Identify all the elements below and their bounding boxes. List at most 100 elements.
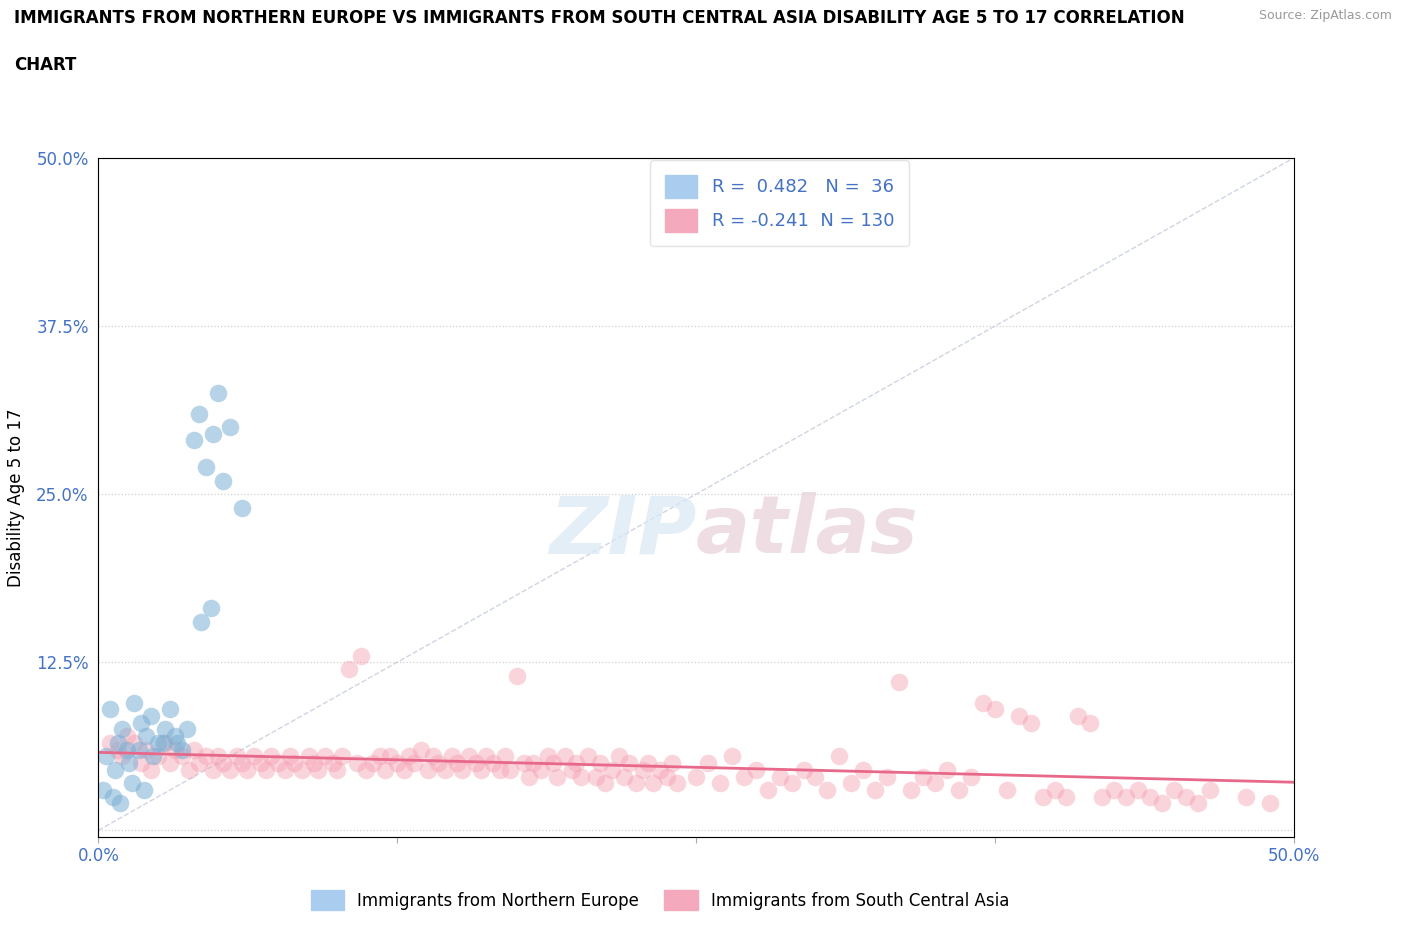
Point xyxy=(960,769,983,784)
Point xyxy=(626,776,648,790)
Point xyxy=(541,755,564,770)
Point xyxy=(876,769,898,784)
Point xyxy=(115,742,138,757)
Point xyxy=(517,769,540,784)
Point xyxy=(852,763,875,777)
Point xyxy=(346,755,368,770)
Point xyxy=(450,763,472,777)
Point xyxy=(243,749,266,764)
Point xyxy=(585,769,607,784)
Point xyxy=(865,782,887,797)
Point xyxy=(441,749,464,764)
Point xyxy=(815,782,838,797)
Point xyxy=(176,722,198,737)
Point xyxy=(298,749,321,764)
Point xyxy=(159,755,181,770)
Point xyxy=(254,763,277,777)
Point xyxy=(283,755,305,770)
Point xyxy=(163,729,186,744)
Point xyxy=(363,755,385,770)
Point xyxy=(354,763,377,777)
Point xyxy=(124,695,146,710)
Point xyxy=(602,763,624,777)
Point xyxy=(267,755,290,770)
Point xyxy=(98,702,122,717)
Point xyxy=(494,749,516,764)
Point xyxy=(370,749,392,764)
Point xyxy=(1187,796,1209,811)
Point xyxy=(274,763,297,777)
Point xyxy=(302,755,325,770)
Point xyxy=(190,615,212,630)
Point xyxy=(924,776,946,790)
Point xyxy=(139,763,162,777)
Point xyxy=(709,776,731,790)
Point xyxy=(107,736,129,751)
Point xyxy=(1128,782,1150,797)
Point xyxy=(481,755,505,770)
Point xyxy=(187,406,209,421)
Point xyxy=(202,763,225,777)
Point xyxy=(995,782,1018,797)
Point xyxy=(657,769,679,784)
Point xyxy=(98,736,122,751)
Point xyxy=(307,763,329,777)
Point xyxy=(948,782,970,797)
Point xyxy=(828,749,851,764)
Point xyxy=(152,736,174,751)
Point xyxy=(142,749,165,764)
Text: CHART: CHART xyxy=(14,56,76,73)
Point xyxy=(107,742,129,757)
Point xyxy=(322,755,344,770)
Point xyxy=(111,722,134,737)
Point xyxy=(183,433,205,448)
Point xyxy=(163,742,186,757)
Point xyxy=(721,749,744,764)
Point xyxy=(1067,709,1090,724)
Point xyxy=(522,755,544,770)
Point xyxy=(374,763,396,777)
Point xyxy=(474,749,496,764)
Point xyxy=(793,763,815,777)
Point xyxy=(378,749,401,764)
Point xyxy=(1056,790,1078,804)
Text: ZIP: ZIP xyxy=(548,493,696,570)
Point xyxy=(1163,782,1185,797)
Point xyxy=(506,669,529,684)
Point xyxy=(115,729,138,744)
Text: IMMIGRANTS FROM NORTHERN EUROPE VS IMMIGRANTS FROM SOUTH CENTRAL ASIA DISABILITY: IMMIGRANTS FROM NORTHERN EUROPE VS IMMIG… xyxy=(14,9,1185,27)
Point xyxy=(172,742,194,757)
Point xyxy=(202,426,225,441)
Point xyxy=(1032,790,1054,804)
Point xyxy=(1152,796,1174,811)
Point xyxy=(219,419,242,434)
Point xyxy=(465,755,488,770)
Point xyxy=(195,749,218,764)
Point xyxy=(569,769,592,784)
Point xyxy=(546,769,568,784)
Point xyxy=(179,763,201,777)
Point xyxy=(1019,715,1042,730)
Point xyxy=(219,763,242,777)
Point xyxy=(131,715,153,730)
Point xyxy=(121,776,143,790)
Point xyxy=(207,386,229,401)
Point xyxy=(593,776,616,790)
Point xyxy=(183,742,205,757)
Point xyxy=(418,763,440,777)
Point xyxy=(470,763,492,777)
Point xyxy=(756,782,779,797)
Point xyxy=(155,736,177,751)
Point xyxy=(697,755,720,770)
Point xyxy=(250,755,273,770)
Point xyxy=(804,769,827,784)
Point xyxy=(91,782,114,797)
Point xyxy=(637,755,659,770)
Point xyxy=(111,749,134,764)
Point xyxy=(339,661,361,676)
Point xyxy=(648,763,672,777)
Point xyxy=(200,601,222,616)
Point xyxy=(172,749,194,764)
Text: Source: ZipAtlas.com: Source: ZipAtlas.com xyxy=(1258,9,1392,22)
Point xyxy=(984,702,1007,717)
